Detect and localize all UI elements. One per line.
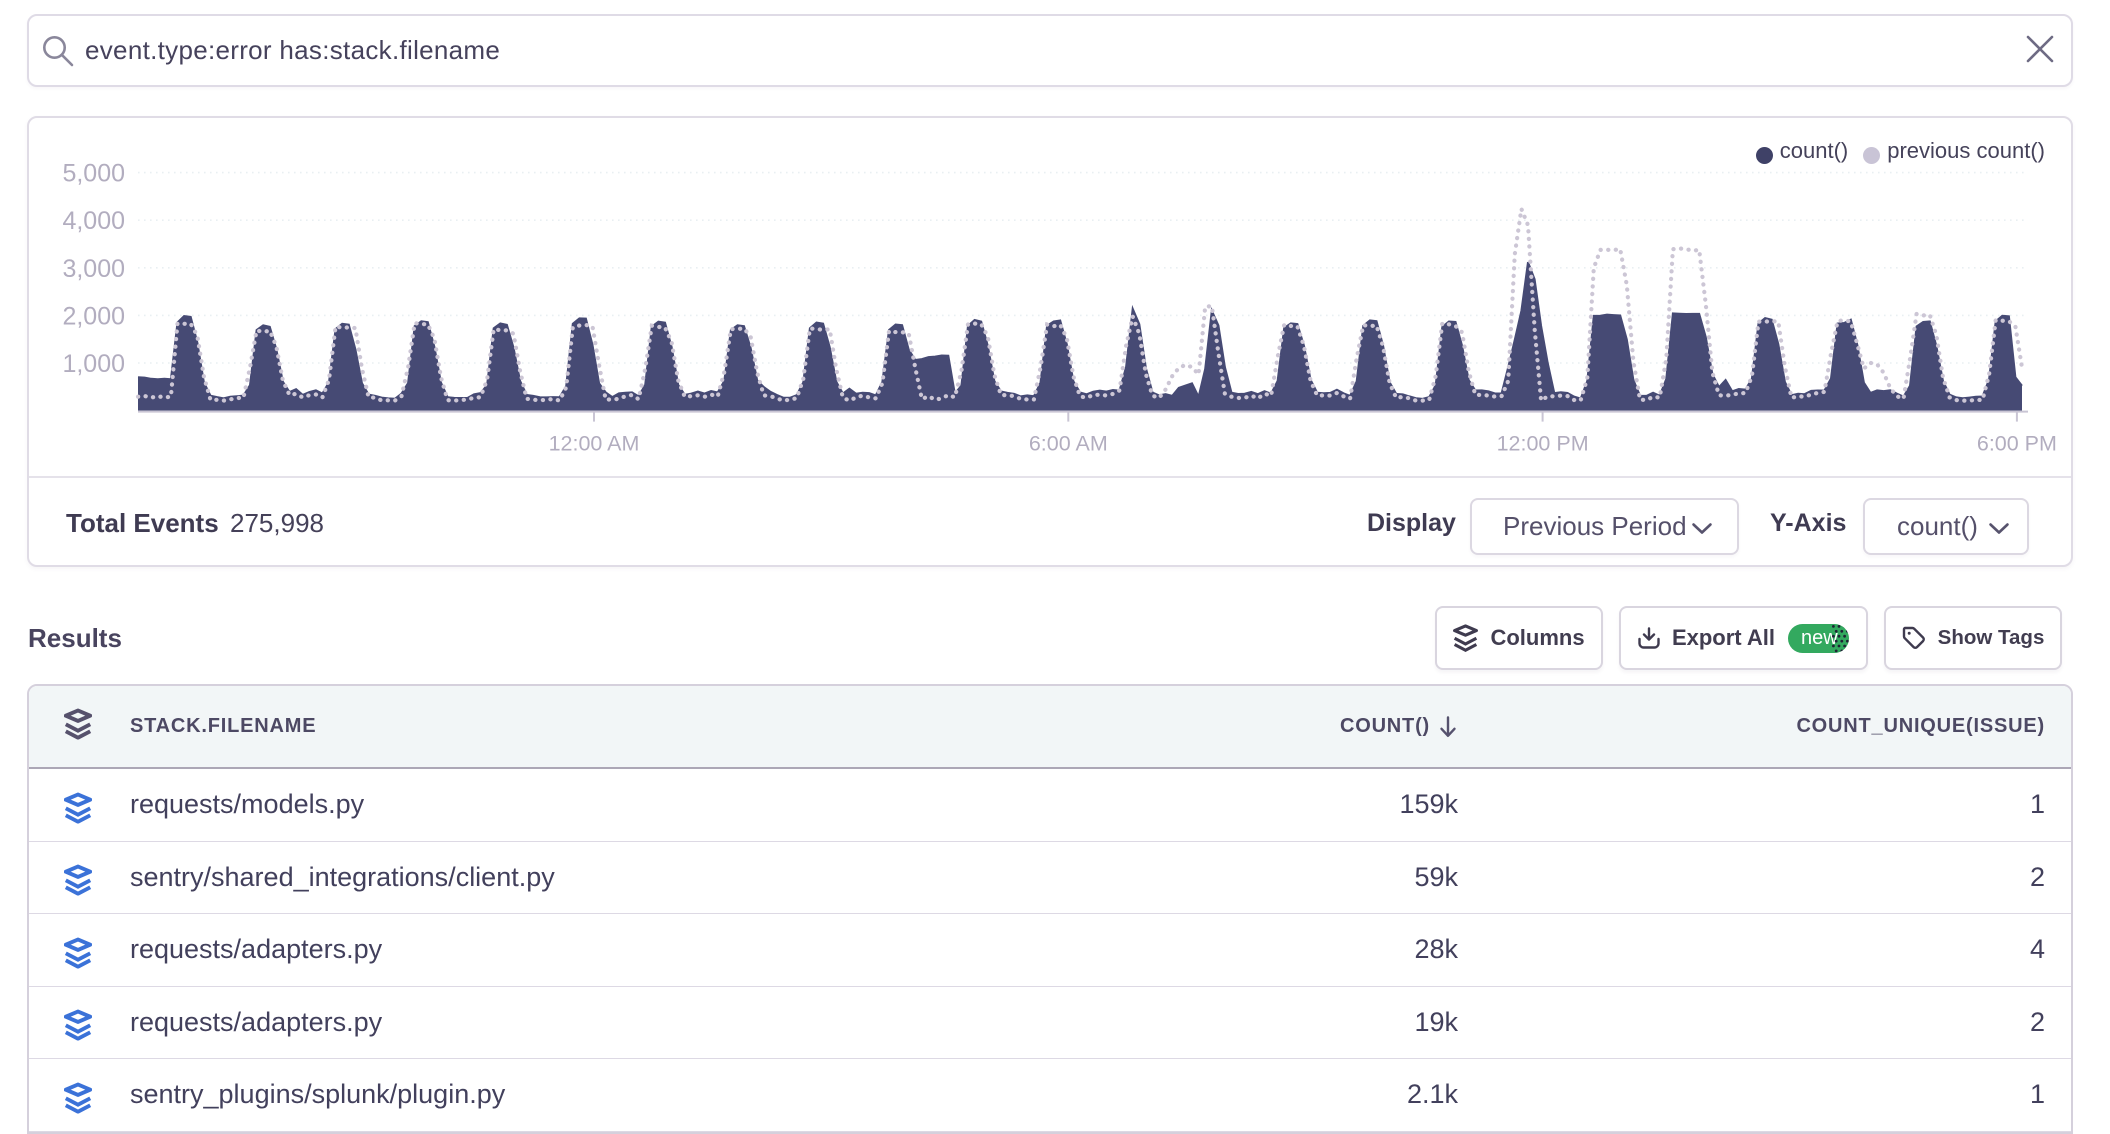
svg-text:12:00 PM: 12:00 PM (1497, 432, 1589, 456)
svg-text:4,000: 4,000 (62, 207, 125, 235)
svg-text:12:00 AM: 12:00 AM (549, 432, 640, 456)
svg-text:1,000: 1,000 (62, 350, 125, 378)
svg-text:5,000: 5,000 (62, 160, 125, 188)
svg-text:6:00 PM: 6:00 PM (1977, 432, 2057, 456)
svg-text:6:00 AM: 6:00 AM (1029, 432, 1108, 456)
svg-text:2,000: 2,000 (62, 302, 125, 330)
svg-text:3,000: 3,000 (62, 255, 125, 283)
